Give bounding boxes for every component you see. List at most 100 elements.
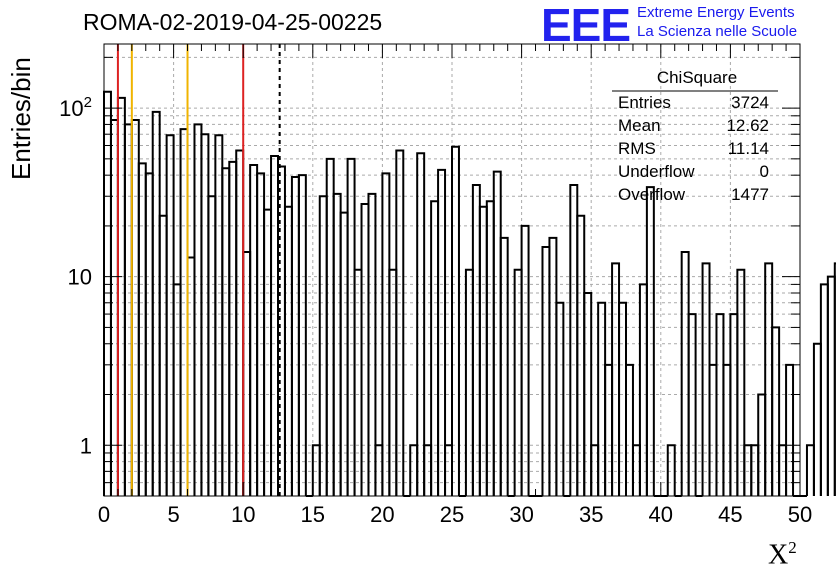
histogram-bin (583, 292, 593, 496)
stats-value: 11.14 (727, 139, 769, 158)
stats-key: Underflow (618, 162, 695, 181)
histogram-bin (109, 118, 119, 496)
histogram-bin (555, 301, 565, 496)
histogram-bin (471, 183, 481, 496)
x-tick-label: 15 (301, 502, 325, 527)
histogram-bin (576, 214, 586, 496)
histogram-bin (360, 202, 370, 496)
histogram-bin (812, 342, 822, 496)
histogram-bin (158, 214, 168, 496)
histogram-bin (103, 90, 112, 496)
x-tick-label: 30 (509, 502, 533, 527)
histogram-bin (715, 313, 725, 496)
y-tick-label: 1 (80, 433, 92, 458)
histogram-bin (297, 174, 307, 496)
histogram-bin (123, 123, 133, 496)
histogram-bin (242, 251, 252, 496)
x-tick-label: 35 (579, 502, 603, 527)
histogram-bars (103, 90, 836, 497)
stats-value: 0 (759, 162, 769, 181)
x-axis-label-exponent: 2 (788, 538, 797, 557)
histogram-bin (666, 444, 676, 496)
x-axis-label-base: X (768, 539, 789, 571)
stats-box-title: ChiSquare (656, 68, 738, 87)
x-tick-label: 0 (98, 502, 110, 527)
stats-key: RMS (618, 139, 656, 158)
histogram-bin (144, 172, 154, 496)
marker-lines (116, 44, 281, 496)
axes (103, 43, 801, 497)
x-tick-label: 10 (231, 502, 255, 527)
histogram-bin (771, 326, 781, 496)
histogram-bin (722, 363, 732, 496)
x-axis-label: X2 (768, 538, 797, 571)
histogram-bin (179, 128, 189, 496)
histogram-bin (604, 363, 614, 496)
histogram-bin (416, 152, 426, 496)
histogram-bin (249, 163, 259, 496)
histogram-bin (618, 301, 627, 496)
histogram-bin (318, 195, 328, 496)
logo-tagline-1: Extreme Energy Events (637, 4, 795, 21)
stats-value: 3724 (731, 93, 769, 112)
histogram-bin (708, 363, 718, 496)
histogram-bin (193, 123, 203, 496)
histogram-bin (826, 275, 836, 496)
histogram-bin (256, 172, 266, 496)
y-tick-label: 102 (59, 94, 92, 121)
histogram-bin (736, 268, 746, 496)
histogram-bin (339, 211, 349, 496)
y-tick-label: 10 (68, 265, 92, 290)
histogram-bin (569, 183, 579, 496)
eee-logo: EEE (541, 0, 631, 51)
histogram-bin (172, 283, 182, 496)
logo-tagline-2: La Scienza nelle Scuole (637, 23, 798, 40)
histogram-bin (729, 313, 739, 496)
histogram-bin (597, 301, 607, 496)
x-tick-label: 20 (370, 502, 394, 527)
histogram-bin (221, 167, 231, 496)
histogram-bin (520, 224, 530, 496)
y-axis-label: Entries/bin (6, 57, 36, 180)
histogram-bin (451, 145, 460, 496)
histogram-bin (437, 168, 447, 496)
run-title: ROMA-02-2019-04-25-00225 (83, 9, 383, 35)
histogram-bin (805, 444, 815, 496)
stats-value: 1477 (731, 185, 769, 204)
histogram-bin (680, 251, 690, 496)
x-tick-label: 40 (649, 502, 673, 527)
histogram-bin (499, 236, 509, 496)
histogram-bin (228, 160, 238, 496)
histogram-bin (833, 262, 836, 496)
histogram-bin (214, 134, 224, 496)
stats-value: 12.62 (726, 116, 769, 135)
histogram-bin (625, 363, 634, 496)
histogram-bin (492, 170, 502, 496)
histogram-bin (638, 283, 648, 496)
stats-key: Entries (618, 93, 671, 112)
histogram-bin (381, 172, 391, 496)
histogram-bin (116, 96, 126, 496)
histogram-bin (207, 195, 217, 496)
x-tick-label: 50 (788, 502, 812, 527)
x-tick-label: 45 (718, 502, 742, 527)
stats-key: Mean (618, 116, 661, 135)
histogram-bin (687, 313, 697, 496)
histogram-bin (430, 200, 440, 496)
histogram-bin (235, 149, 245, 496)
stats-key: Overflow (618, 185, 686, 204)
histogram-bin (819, 283, 829, 496)
histogram-bin (165, 134, 175, 496)
x-tick-label: 25 (440, 502, 464, 527)
histogram-bin (367, 192, 377, 496)
histogram-bin (785, 363, 795, 496)
x-tick-label: 5 (167, 502, 179, 527)
histogram-bin (395, 149, 405, 496)
histogram-bin (137, 162, 147, 496)
histogram-bin (130, 118, 140, 496)
histogram-bin (200, 133, 210, 496)
tick-labels: 0 5 10 15 20 25 30 35 40 45 50 1 10 102 (59, 94, 812, 527)
histogram-bin (645, 186, 655, 496)
histogram-bin (290, 176, 300, 496)
